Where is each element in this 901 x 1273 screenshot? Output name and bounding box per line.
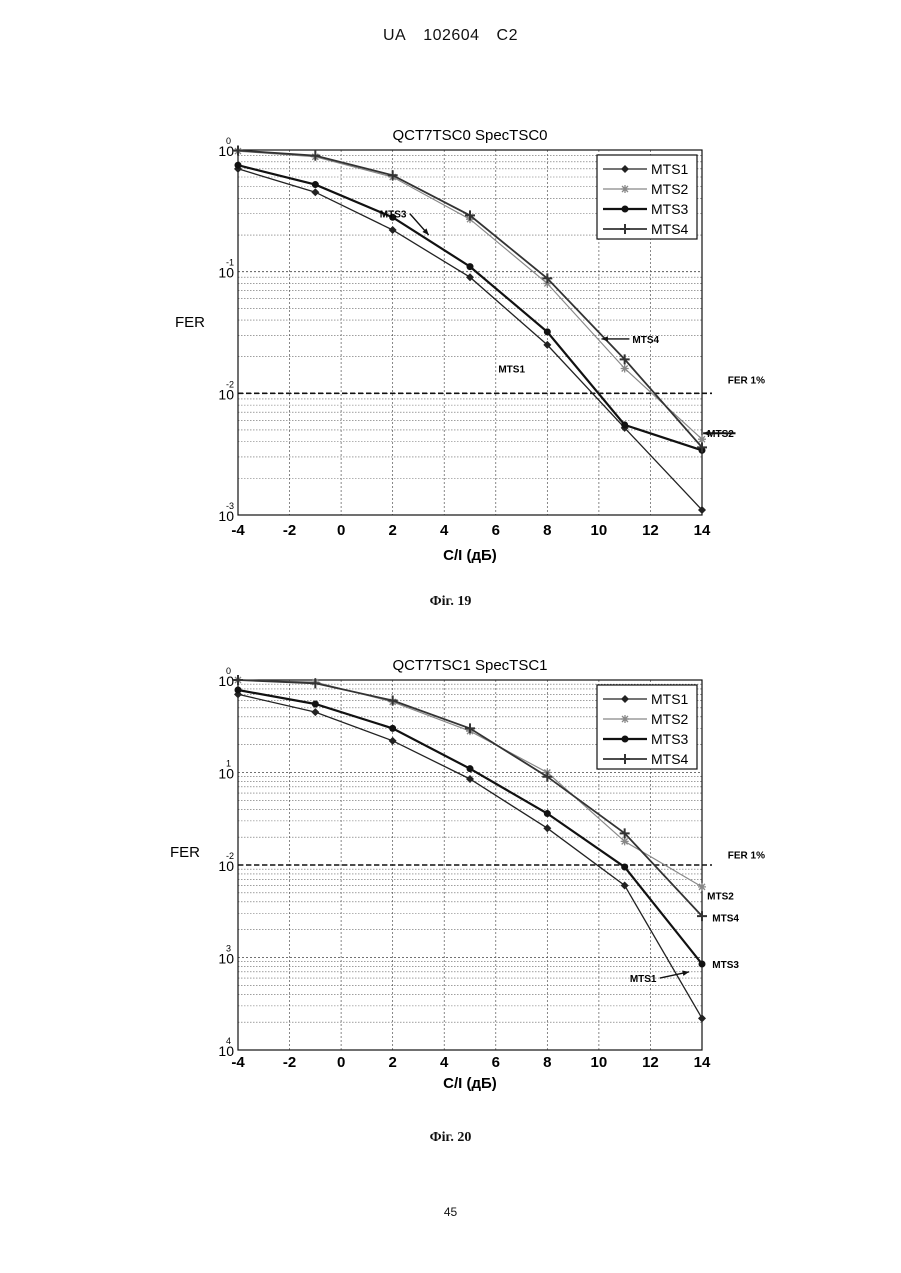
y-tick-exponent: 0 — [226, 136, 231, 146]
arrow-head — [682, 970, 689, 975]
data-point — [311, 188, 319, 196]
page-number: 45 — [0, 1205, 901, 1219]
data-point — [698, 883, 706, 891]
data-point — [621, 364, 629, 372]
data-point — [467, 765, 474, 772]
annotation-label: MTS4 — [632, 335, 659, 346]
x-tick-label: 10 — [591, 1054, 608, 1071]
x-tick-label: 6 — [492, 522, 500, 539]
chart-19-svg: QCT7TSC0 SpecTSC0-4-20246810121410010-11… — [0, 110, 901, 580]
legend-label: MTS3 — [651, 731, 689, 747]
y-tick-exponent: 0 — [226, 666, 231, 676]
x-tick-label: 14 — [694, 1054, 711, 1071]
x-axis-label: C/I (дБ) — [443, 1075, 497, 1092]
x-tick-label: 0 — [337, 522, 345, 539]
x-tick-label: 0 — [337, 1054, 345, 1071]
data-point — [389, 725, 396, 732]
data-point — [312, 701, 319, 708]
data-point — [233, 675, 243, 685]
legend-label: MTS1 — [651, 161, 689, 177]
x-tick-label: 6 — [492, 1054, 500, 1071]
header-country: UA — [383, 27, 406, 44]
x-tick-label: 4 — [440, 522, 449, 539]
data-point — [467, 263, 474, 270]
y-tick-exponent: -3 — [226, 501, 234, 511]
annotation-label: MTS4 — [712, 914, 739, 925]
data-point — [235, 162, 242, 169]
data-point — [389, 737, 397, 745]
data-point — [621, 837, 629, 845]
header-code: C2 — [497, 27, 518, 44]
y-axis-label: FER — [175, 314, 205, 331]
chart-title: QCT7TSC1 SpecTSC1 — [392, 657, 547, 674]
legend: MTS1 MTS2 MTS3 MTS4 — [597, 685, 697, 769]
data-point — [233, 146, 243, 156]
legend-label: MTS1 — [651, 691, 689, 707]
data-point — [622, 736, 629, 743]
x-tick-label: 2 — [388, 522, 396, 539]
figure-19-chart: QCT7TSC0 SpecTSC0-4-20246810121410010-11… — [0, 110, 901, 580]
x-tick-label: 12 — [642, 1054, 659, 1071]
annotation-label: MTS2 — [707, 429, 734, 440]
x-tick-label: 12 — [642, 522, 659, 539]
legend-label: MTS3 — [651, 201, 689, 217]
x-tick-label: 10 — [591, 522, 608, 539]
annotation-label: MTS1 — [630, 974, 657, 985]
x-tick-label: 4 — [440, 1054, 449, 1071]
data-point — [465, 723, 475, 733]
data-point — [466, 775, 474, 783]
x-tick-label: 14 — [694, 522, 711, 539]
y-axis-label: FER — [170, 844, 200, 861]
legend: MTS1 MTS2 MTS3 MTS4 — [597, 155, 697, 239]
patent-header: UA 102604 C2 — [0, 27, 901, 45]
annotation-label: FER 1% — [728, 850, 765, 861]
data-point — [310, 151, 320, 161]
x-tick-label: 8 — [543, 522, 551, 539]
y-tick-exponent: -2 — [226, 379, 234, 389]
x-tick-label: 8 — [543, 1054, 551, 1071]
data-point — [622, 206, 629, 213]
x-tick-label: -2 — [283, 522, 296, 539]
data-point — [311, 708, 319, 716]
annotation-label: MTS2 — [707, 891, 734, 902]
y-tick-exponent: 1 — [226, 759, 231, 769]
data-point — [698, 435, 706, 443]
data-point — [698, 1014, 706, 1022]
legend-label: MTS4 — [651, 751, 689, 767]
y-tick-exponent: 3 — [226, 944, 231, 954]
data-point — [621, 864, 628, 871]
figure-19-caption: Фіг. 19 — [0, 594, 901, 610]
figure-20-caption: Фіг. 20 — [0, 1130, 901, 1146]
data-point — [235, 686, 242, 693]
data-point — [699, 961, 706, 968]
figure-20-chart: QCT7TSC1 SpecTSC1-4-20246810121410010110… — [0, 640, 901, 1100]
chart-title: QCT7TSC0 SpecTSC0 — [392, 127, 547, 144]
data-point — [312, 181, 319, 188]
annotation-label: FER 1% — [728, 375, 765, 386]
x-tick-label: -2 — [283, 1054, 296, 1071]
legend-label: MTS4 — [651, 221, 689, 237]
y-tick-exponent: -2 — [226, 851, 234, 861]
data-point — [388, 696, 398, 706]
chart-20-svg: QCT7TSC1 SpecTSC1-4-20246810121410010110… — [0, 640, 901, 1100]
data-point — [621, 421, 628, 428]
annotation-label: MTS3 — [380, 210, 407, 221]
y-tick-exponent: 4 — [226, 1036, 231, 1046]
legend-label: MTS2 — [651, 711, 689, 727]
data-point — [389, 226, 397, 234]
legend-label: MTS2 — [651, 181, 689, 197]
data-point — [544, 328, 551, 335]
annotation-label: MTS1 — [498, 364, 525, 375]
data-point — [621, 185, 629, 193]
data-point — [544, 810, 551, 817]
x-tick-label: 2 — [388, 1054, 396, 1071]
x-axis-label: C/I (дБ) — [443, 547, 497, 564]
x-tick-label: -4 — [231, 522, 245, 539]
data-point — [621, 715, 629, 723]
header-number: 102604 — [423, 27, 479, 44]
y-tick-exponent: -1 — [226, 258, 234, 268]
annotation-label: MTS3 — [712, 960, 739, 971]
